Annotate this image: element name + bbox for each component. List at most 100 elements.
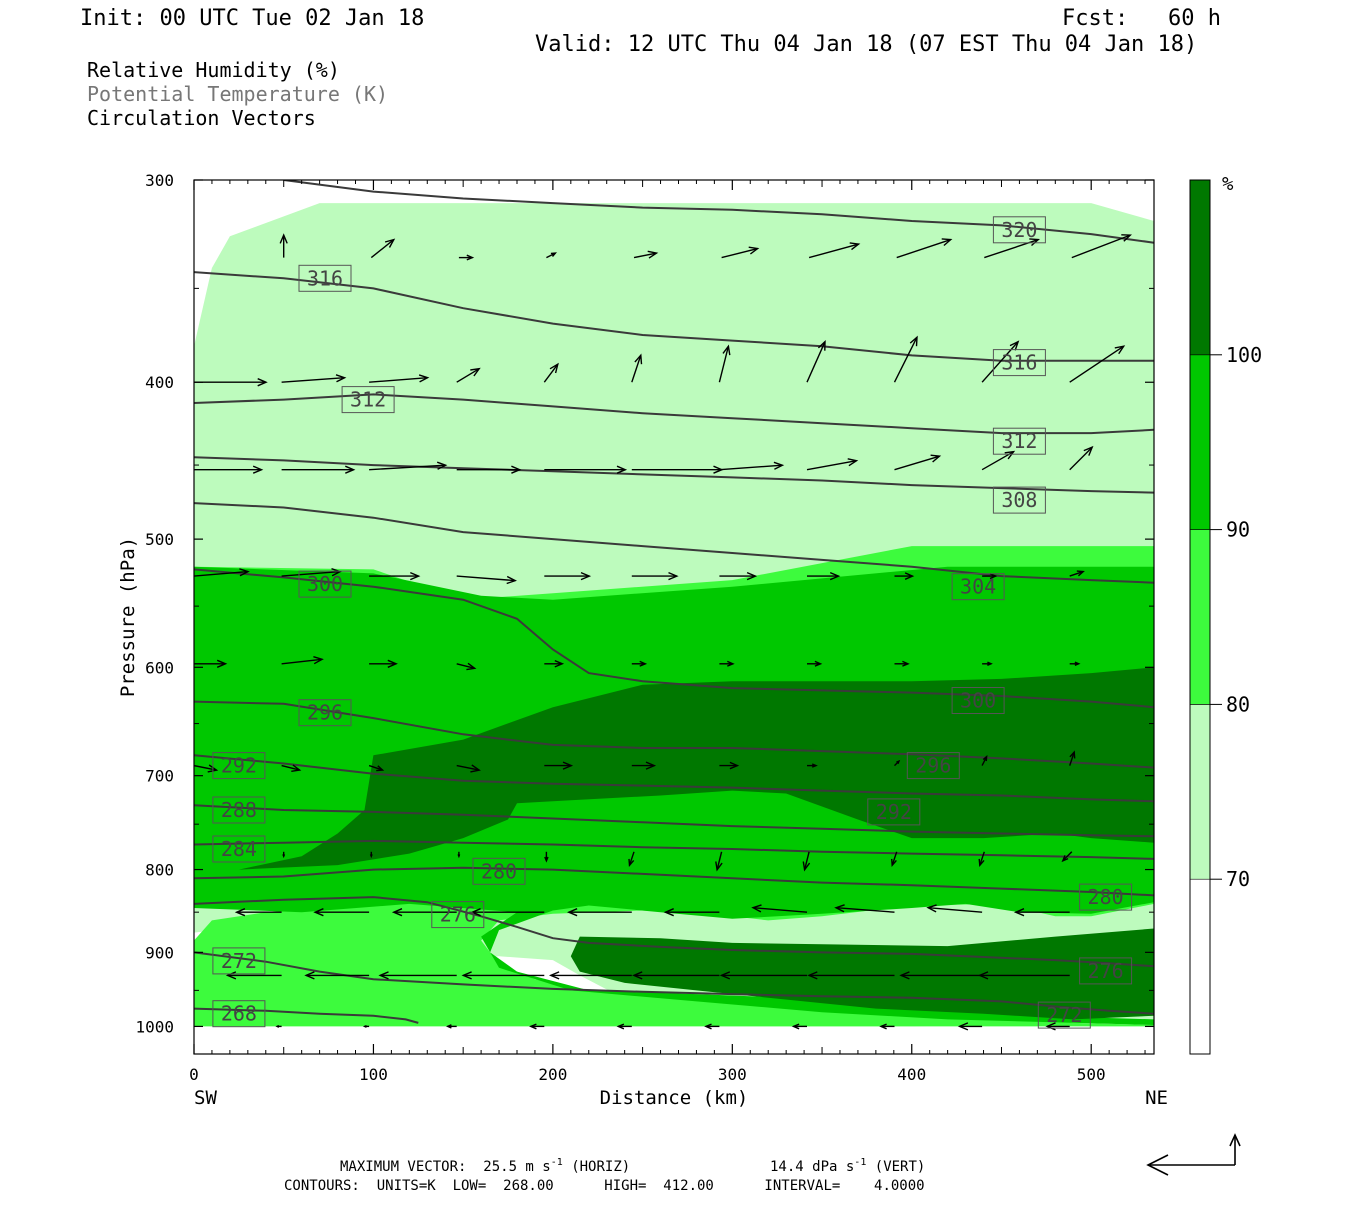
circulation-vector bbox=[807, 660, 823, 667]
circulation-vector bbox=[282, 851, 286, 859]
circulation-vector bbox=[281, 764, 302, 772]
contour-label-280: 280 bbox=[1079, 883, 1133, 911]
contour-label-316: 316 bbox=[992, 349, 1046, 377]
vector-head bbox=[811, 763, 818, 768]
vector-head bbox=[663, 908, 674, 917]
vector-head bbox=[989, 573, 998, 580]
circulation-vector bbox=[368, 764, 385, 772]
circulation-vector bbox=[1045, 1022, 1070, 1031]
contour-label-box bbox=[212, 1000, 266, 1028]
vector-head bbox=[216, 659, 228, 668]
circulation-vector bbox=[632, 971, 720, 980]
vector-head bbox=[909, 335, 918, 347]
y-tick-label: 800 bbox=[145, 861, 174, 880]
vector-head bbox=[225, 971, 237, 980]
contour-label-box bbox=[867, 798, 921, 826]
circulation-vector bbox=[543, 362, 559, 383]
circulation-vector bbox=[544, 571, 592, 581]
circulation-vector bbox=[461, 971, 545, 980]
vector-head bbox=[926, 904, 937, 913]
vector-head bbox=[987, 661, 993, 667]
vector-head bbox=[879, 1023, 887, 1030]
circulation-vector bbox=[275, 1024, 282, 1028]
vector-head bbox=[470, 764, 481, 773]
circulation-vector bbox=[194, 568, 250, 577]
vector-head bbox=[445, 1024, 452, 1029]
contour-label-box bbox=[212, 752, 266, 780]
vector-shaft bbox=[543, 363, 559, 383]
vector-head bbox=[528, 1023, 537, 1030]
vector-head bbox=[378, 971, 389, 980]
contour-label-292: 292 bbox=[867, 798, 921, 826]
vector-head bbox=[384, 238, 396, 248]
vector-head bbox=[369, 854, 373, 859]
vector-shaft bbox=[808, 243, 859, 259]
circulation-vector bbox=[631, 571, 679, 581]
vector-head bbox=[899, 971, 910, 980]
y-tick-label: 600 bbox=[145, 658, 174, 677]
circulation-vector bbox=[378, 971, 457, 980]
rh-region-100 bbox=[570, 928, 1154, 1020]
vector-shaft bbox=[981, 341, 1019, 383]
vector-head bbox=[418, 374, 430, 383]
circulation-vector bbox=[234, 908, 282, 917]
contour-label-text: 292 bbox=[221, 754, 257, 778]
contour-label-316: 316 bbox=[298, 264, 352, 292]
contour-label-text: 272 bbox=[221, 949, 257, 973]
contour-label-box bbox=[992, 486, 1046, 514]
circulation-vector bbox=[807, 763, 818, 768]
plot-area: 3163123002962922882842802762722683203163… bbox=[194, 180, 1154, 1031]
contour-label-text: 320 bbox=[1001, 218, 1037, 242]
vector-shaft bbox=[633, 252, 657, 259]
vector-head bbox=[391, 908, 403, 917]
contour-label-box bbox=[212, 947, 266, 975]
rh-region-100 bbox=[238, 667, 1154, 870]
contour-label-text: 280 bbox=[481, 859, 517, 883]
vector-head bbox=[982, 754, 988, 762]
contour-label-box bbox=[951, 573, 1005, 601]
contour-label-text: 292 bbox=[876, 800, 912, 824]
circulation-vector bbox=[807, 571, 841, 581]
colorbar-segment bbox=[1189, 878, 1211, 1055]
vector-head bbox=[1061, 855, 1069, 863]
contour-label-text: 300 bbox=[307, 572, 343, 596]
isentrope-312 bbox=[194, 393, 1154, 435]
vector-head bbox=[647, 250, 659, 259]
vector-head bbox=[748, 246, 760, 255]
vector-shaft bbox=[281, 658, 323, 665]
circulation-vector bbox=[628, 851, 635, 868]
vector-head bbox=[632, 971, 643, 980]
vector-head bbox=[829, 571, 841, 581]
vector-head bbox=[1029, 238, 1041, 247]
contour-label-300: 300 bbox=[951, 687, 1005, 714]
circulation-vector bbox=[391, 908, 457, 917]
vector-head bbox=[335, 374, 347, 383]
vector-head bbox=[457, 854, 461, 859]
x-tick-label: 400 bbox=[897, 1065, 926, 1084]
vector-head bbox=[634, 353, 643, 365]
circulation-vector bbox=[982, 661, 993, 667]
vector-head bbox=[957, 1022, 969, 1031]
vector-head bbox=[1004, 450, 1016, 460]
circulation-vector bbox=[893, 335, 918, 383]
circulation-vector bbox=[458, 254, 475, 261]
contour-label-272: 272 bbox=[1037, 1001, 1091, 1029]
vector-head bbox=[362, 1024, 367, 1028]
colorbar: 70 80 90 100 bbox=[1189, 179, 1262, 1055]
vector-head bbox=[1083, 445, 1094, 456]
contour-label-288: 288 bbox=[212, 796, 266, 824]
circulation-vector bbox=[978, 851, 985, 868]
vector-shaft bbox=[456, 663, 475, 669]
circulation-vector bbox=[718, 344, 731, 383]
vector-head bbox=[239, 568, 250, 577]
vector-head bbox=[279, 233, 288, 244]
circulation-vector bbox=[879, 1023, 895, 1030]
vector-shaft bbox=[281, 377, 345, 383]
contour-label-box bbox=[992, 349, 1046, 377]
vector-shaft bbox=[1069, 570, 1084, 577]
contour-label-text: 288 bbox=[221, 798, 257, 822]
circulation-vector bbox=[225, 971, 282, 980]
y-tick-label: 900 bbox=[145, 943, 174, 962]
contour-label-308: 308 bbox=[992, 486, 1046, 514]
